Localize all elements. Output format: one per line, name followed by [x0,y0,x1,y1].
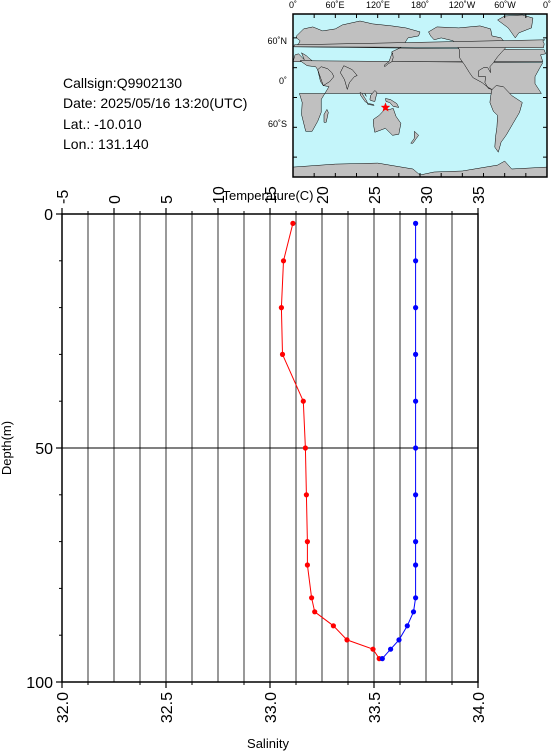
salinity-data-point [396,637,402,643]
salinity-data-point [413,445,419,451]
landmass-arabia [317,66,335,86]
depth-axis: 0 50 100 [26,207,62,692]
salinity-tick-label: 32.5 [159,692,176,723]
temperature-data-point [312,609,318,615]
temperature-data-point [370,646,376,652]
salinity-axis: 32.0 32.5 33.0 33.5 34.0 [55,682,488,723]
salinity-tick-label: 33.5 [367,692,384,723]
callsign-text: Callsign:Q9902130 [63,75,182,91]
landmass-south-america [489,85,523,153]
landmass-borneo [369,90,378,102]
chart-grid [62,214,478,682]
salinity-data-point [379,656,385,662]
temperature-data-point [330,623,336,629]
temperature-tick-label: 25 [367,186,384,204]
date-text: Date: 2025/05/16 13:20(UTC) [63,95,247,111]
salinity-data-point [413,305,419,311]
map-lon-label: 180˚ [411,0,429,10]
map-lat-label: 0˚ [279,76,287,86]
map-lat-label: 60˚N [267,36,287,46]
salinity-data-point [413,258,419,264]
profile-chart: -5 0 5 10 15 20 25 30 35 32.0 32.5 33.0 33.5 34.0 05… [0,186,488,751]
landmass-new-guinea [385,98,400,108]
temperature-tick-label: 10 [211,186,228,204]
salinity-tick-label: 34.0 [471,692,488,723]
latitude-text: Lat.: -10.010 [63,116,142,132]
temperature-tick-label: 15 [263,186,280,204]
map-lon-label: 0˚ [543,0,551,10]
profile-series [278,220,419,662]
map-frame-ticks [292,14,548,177]
salinity-data-point [413,562,419,568]
landmass-greenland [497,14,534,39]
temperature-data-point [304,562,310,568]
temperature-tick-label: -5 [55,190,72,204]
map-landmasses [292,14,548,178]
temperature-axis: -5 0 5 10 15 20 25 30 35 [55,186,488,214]
salinity-tick-label: 33.0 [263,692,280,723]
salinity-data-point [413,220,419,226]
temperature-series [278,220,382,662]
salinity-profile-line [381,223,417,659]
temperature-axis-title: Temperature(C) [222,188,313,203]
map-lon-label: 0˚ [289,0,297,10]
salinity-data-point [388,646,394,652]
salinity-series [379,220,419,662]
landmass-new-zealand [410,130,419,144]
salinity-data-point [413,351,419,357]
temperature-data-point [290,220,296,226]
temperature-data-point [279,351,286,357]
salinity-data-point [413,539,419,545]
salinity-data-point [404,623,410,629]
depth-tick-label: 0 [44,207,53,224]
temperature-data-point [302,445,308,451]
temperature-data-point [278,305,284,311]
location-map: 0˚ 60˚E 120˚E 180˚ 120˚W 60˚W 0˚ 60˚N 0˚… [267,0,551,178]
depth-tick-label: 100 [26,675,53,692]
map-lon-label: 60˚W [494,0,516,10]
longitude-text: Lon.: 131.140 [63,136,149,152]
landmass-java [367,103,375,106]
temperature-tick-label: 20 [315,186,332,204]
map-left-labels: 60˚N 0˚ 60˚S [267,36,287,129]
map-lon-label: 120˚E [366,0,390,10]
map-top-labels: 0˚ 60˚E 120˚E 180˚ 120˚W 60˚W 0˚ [289,0,551,10]
temperature-tick-label: 35 [471,186,488,204]
temperature-data-point [300,398,306,404]
temperature-tick-label: 5 [159,195,176,204]
salinity-tick-label: 32.0 [55,692,72,723]
landmass-japan [384,51,394,68]
depth-tick-label: 50 [35,441,53,458]
salinity-data-point [410,609,417,615]
temperature-tick-label: 0 [107,195,124,204]
temperature-data-point [280,258,287,264]
temperature-data-point [303,492,309,498]
temperature-data-point [309,595,315,601]
map-lon-label: 60˚E [325,0,344,10]
depth-axis-title: Depth(m) [0,421,14,475]
salinity-data-point [413,398,419,404]
salinity-data-point [413,492,419,498]
salinity-axis-title: Salinity [247,736,289,751]
temperature-data-point [304,539,310,545]
landmass-india [340,65,358,91]
temperature-tick-label: 30 [419,186,436,204]
station-info: Callsign:Q9902130 Date: 2025/05/16 13:20… [63,75,247,152]
map-lon-label: 120˚W [449,0,476,10]
landmass-madagascar [323,108,329,123]
station-location-marker [380,102,391,112]
salinity-data-point [413,595,419,601]
map-lat-label: 60˚S [268,119,287,129]
temperature-data-point [344,637,350,643]
